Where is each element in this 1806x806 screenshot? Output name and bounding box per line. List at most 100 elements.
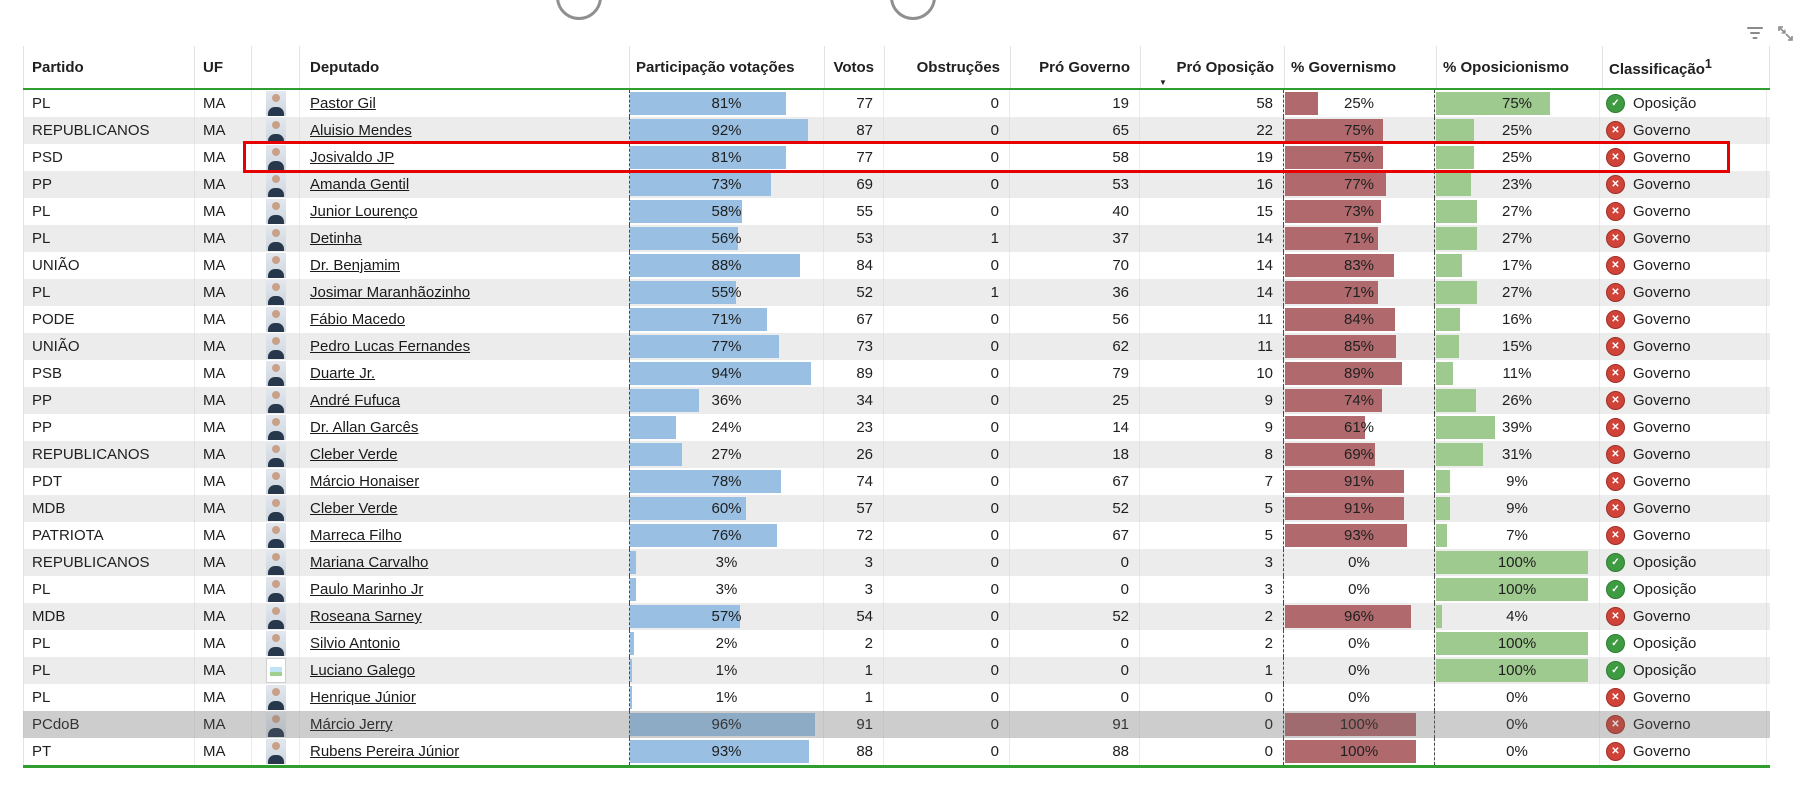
- deputy-link[interactable]: Paulo Marinho Jr: [310, 581, 424, 598]
- table-row[interactable]: MDB MA Roseana Sarney 57% 54 0 52 2 96% …: [23, 603, 1770, 630]
- column-header-uf[interactable]: UF: [195, 46, 252, 88]
- participation-bar: [630, 389, 700, 412]
- avatar: [265, 145, 286, 170]
- deputy-link[interactable]: Detinha: [310, 230, 362, 247]
- column-header-deputado[interactable]: Deputado: [300, 46, 630, 88]
- table-row[interactable]: PP MA Amanda Gentil 73% 69 0 53 16 77% 2…: [23, 171, 1770, 198]
- table-row[interactable]: PATRIOTA MA Marreca Filho 76% 72 0 67 5 …: [23, 522, 1770, 549]
- table-row[interactable]: PL MA Paulo Marinho Jr 3% 3 0 0 3 0% 100…: [23, 576, 1770, 603]
- party-cell: PL: [23, 225, 195, 252]
- table-row[interactable]: REPUBLICANOS MA Aluisio Mendes 92% 87 0 …: [23, 117, 1770, 144]
- participation-bar: [630, 146, 787, 169]
- table-row[interactable]: PP MA Dr. Allan Garcês 24% 23 0 14 9 61%…: [23, 414, 1770, 441]
- table-row[interactable]: MDB MA Cleber Verde 60% 57 0 52 5 91% 9%…: [23, 495, 1770, 522]
- obstructions-cell: 1: [884, 279, 1010, 306]
- deputy-link[interactable]: Josimar Maranhãozinho: [310, 284, 471, 301]
- deputy-link[interactable]: Pedro Lucas Fernandes: [310, 338, 471, 355]
- party-cell: PCdoB: [23, 711, 195, 738]
- table-row[interactable]: UNIÃO MA Dr. Benjamim 88% 84 0 70 14 83%…: [23, 252, 1770, 279]
- table-row[interactable]: REPUBLICANOS MA Mariana Carvalho 3% 3 0 …: [23, 549, 1770, 576]
- oppositionism-value: 17%: [1501, 257, 1533, 274]
- table-row[interactable]: PCdoB MA Márcio Jerry 96% 91 0 91 0 100%…: [23, 711, 1770, 738]
- deputy-link[interactable]: Márcio Honaiser: [310, 473, 420, 490]
- table-row[interactable]: PSD MA Josivaldo JP 81% 77 0 58 19 75% 2…: [23, 141, 1770, 173]
- column-header-oposicionismo[interactable]: % Oposicionismo: [1437, 46, 1603, 88]
- governism-cell: 0%: [1283, 549, 1435, 576]
- deputy-link[interactable]: Silvio Antonio: [310, 635, 401, 652]
- oppositionism-value: 11%: [1502, 365, 1532, 382]
- table-row[interactable]: PL MA Silvio Antonio 2% 2 0 0 2 0% 100% …: [23, 630, 1770, 657]
- column-header-votos[interactable]: Votos: [825, 46, 885, 88]
- deputy-link[interactable]: Junior Lourenço: [310, 203, 418, 220]
- deputy-link[interactable]: Dr. Benjamim: [310, 257, 401, 274]
- participation-bar: [630, 254, 800, 277]
- deputy-link[interactable]: Amanda Gentil: [310, 176, 410, 193]
- table-row[interactable]: PL MA Luciano Galego 1% 1 0 0 1 0% 100% …: [23, 657, 1770, 684]
- table-row[interactable]: UNIÃO MA Pedro Lucas Fernandes 77% 73 0 …: [23, 333, 1770, 360]
- deputy-link[interactable]: Mariana Carvalho: [310, 554, 429, 571]
- pro-opposition-cell: 2: [1140, 630, 1284, 657]
- classification-cell: Governo: [1600, 198, 1767, 225]
- deputy-link[interactable]: Aluisio Mendes: [310, 122, 412, 139]
- table-row[interactable]: PP MA André Fufuca 36% 34 0 25 9 74% 26%…: [23, 387, 1770, 414]
- governism-cell: 100%: [1283, 711, 1435, 738]
- deputy-link[interactable]: Roseana Sarney: [310, 608, 422, 625]
- deputy-link[interactable]: Márcio Jerry: [310, 716, 393, 733]
- table-row[interactable]: PL MA Josimar Maranhãozinho 55% 52 1 36 …: [23, 279, 1770, 306]
- deputy-link[interactable]: Fábio Macedo: [310, 311, 406, 328]
- table-row[interactable]: PL MA Junior Lourenço 58% 55 0 40 15 73%…: [23, 198, 1770, 225]
- governism-bar-track: [1285, 713, 1416, 736]
- column-header-partido[interactable]: Partido: [23, 46, 195, 88]
- table-row[interactable]: PT MA Rubens Pereira Júnior 93% 88 0 88 …: [23, 738, 1770, 765]
- uf-cell: MA: [195, 414, 252, 441]
- deputy-link[interactable]: Pastor Gil: [310, 95, 376, 112]
- column-header-classificacao[interactable]: Classificação1: [1603, 46, 1770, 88]
- deputy-link[interactable]: André Fufuca: [310, 392, 401, 409]
- participation-bar: [630, 119, 808, 142]
- party-cell: PT: [23, 738, 195, 765]
- deputy-link[interactable]: Josivaldo JP: [310, 149, 395, 166]
- classification-icon: [1606, 94, 1625, 113]
- table-row[interactable]: PDT MA Márcio Honaiser 78% 74 0 67 7 91%…: [23, 468, 1770, 495]
- classification-icon: [1606, 661, 1625, 680]
- table-row[interactable]: PSB MA Duarte Jr. 94% 89 0 79 10 89% 11%…: [23, 360, 1770, 387]
- participation-cell: 2%: [629, 630, 824, 657]
- classification-label: Governo: [1633, 122, 1691, 139]
- table-row[interactable]: REPUBLICANOS MA Cleber Verde 27% 26 0 18…: [23, 441, 1770, 468]
- oppositionism-cell: 11%: [1434, 360, 1600, 387]
- photo-cell: [252, 522, 300, 549]
- deputy-link[interactable]: Luciano Galego: [310, 662, 416, 679]
- column-header-obstrucoes[interactable]: Obstruções: [885, 46, 1011, 88]
- uf-cell: MA: [195, 198, 252, 225]
- table-row[interactable]: PL MA Detinha 56% 53 1 37 14 71% 27% Gov…: [23, 225, 1770, 252]
- deputy-cell: Márcio Honaiser: [300, 468, 630, 495]
- deputy-link[interactable]: Rubens Pereira Júnior: [310, 743, 460, 760]
- filter-icon[interactable]: [1746, 24, 1764, 42]
- oppositionism-value: 100%: [1497, 554, 1537, 571]
- pro-opposition-cell: 5: [1140, 522, 1284, 549]
- column-header-photo[interactable]: [252, 46, 300, 88]
- table-row[interactable]: PL MA Henrique Júnior 1% 1 0 0 0 0% 0% G…: [23, 684, 1770, 711]
- deputy-link[interactable]: Duarte Jr.: [310, 365, 376, 382]
- deputy-link[interactable]: Cleber Verde: [310, 446, 398, 463]
- uf-cell: MA: [195, 630, 252, 657]
- table-body: PL MA Pastor Gil 81% 77 0 19 58 25% 75% …: [23, 90, 1770, 765]
- deputy-link[interactable]: Marreca Filho: [310, 527, 402, 544]
- table-row[interactable]: PODE MA Fábio Macedo 71% 67 0 56 11 84% …: [23, 306, 1770, 333]
- participation-bar: [630, 659, 632, 682]
- governism-value: 89%: [1343, 365, 1375, 382]
- column-header-pro-governo[interactable]: Pró Governo: [1011, 46, 1141, 88]
- column-header-participacao[interactable]: Participação votações: [630, 46, 825, 88]
- deputy-link[interactable]: Dr. Allan Garcês: [310, 419, 419, 436]
- avatar: [265, 496, 286, 521]
- column-header-governismo[interactable]: % Governismo: [1285, 46, 1437, 88]
- column-header-pro-oposicao[interactable]: Pró Oposição ▼: [1141, 46, 1285, 88]
- votes-cell: 2: [824, 630, 884, 657]
- party-cell: PL: [23, 90, 195, 117]
- table-row[interactable]: PL MA Pastor Gil 81% 77 0 19 58 25% 75% …: [23, 90, 1770, 117]
- participation-value: 3%: [715, 581, 738, 598]
- focus-mode-icon[interactable]: [1776, 24, 1794, 42]
- pro-opposition-cell: 11: [1140, 306, 1284, 333]
- deputy-link[interactable]: Henrique Júnior: [310, 689, 416, 706]
- deputy-link[interactable]: Cleber Verde: [310, 500, 398, 517]
